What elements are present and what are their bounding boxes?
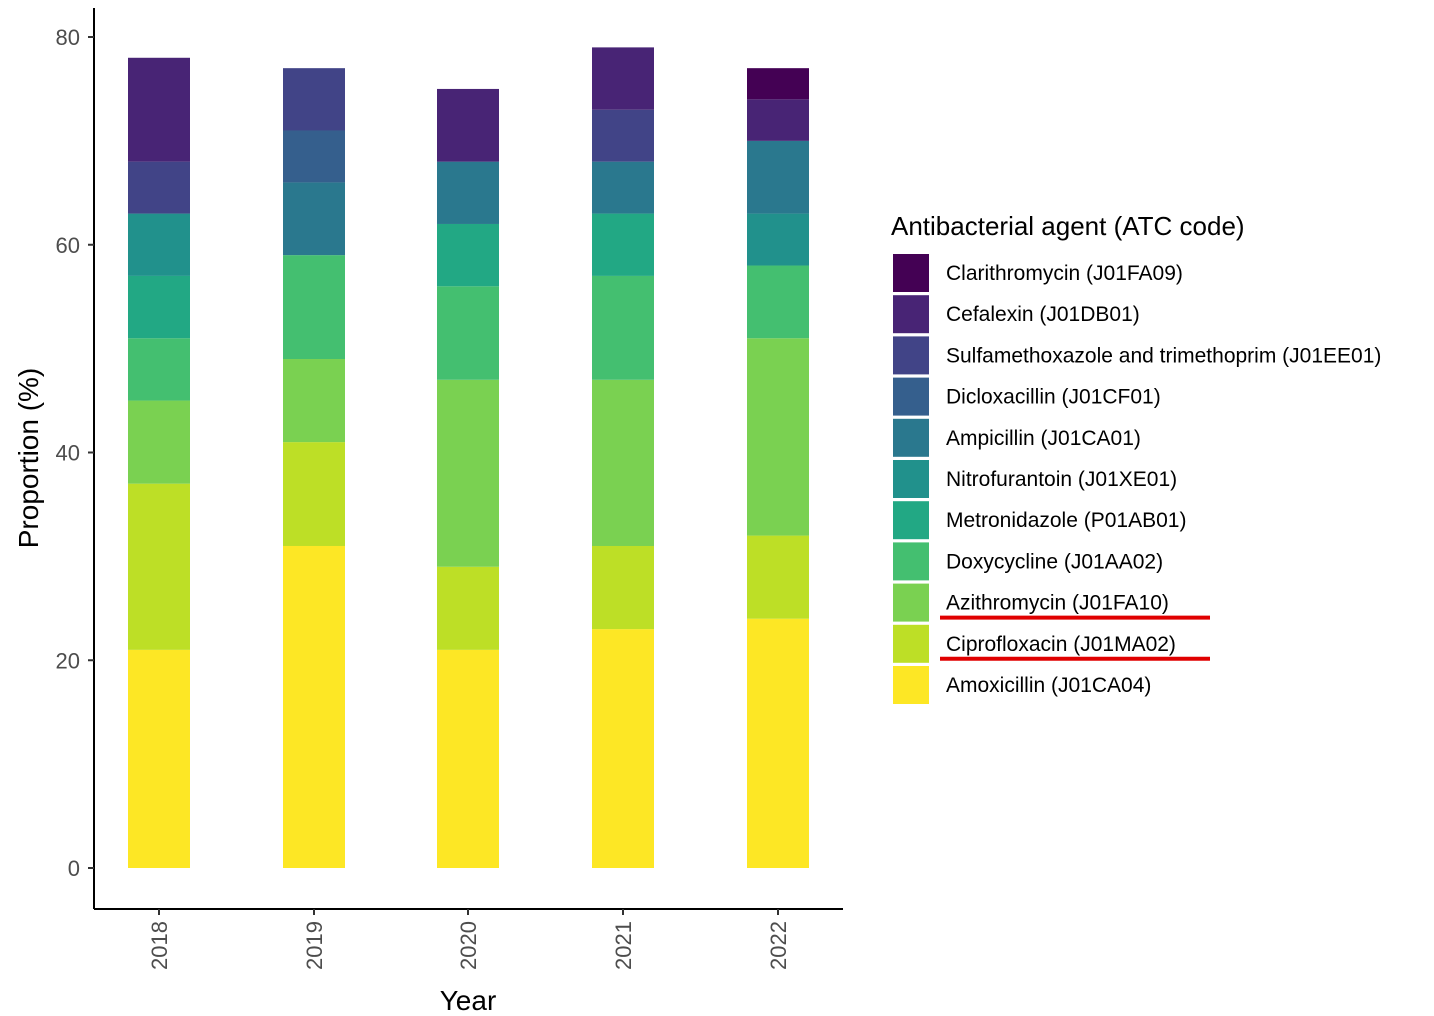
y-tick-label: 40 [56, 441, 80, 466]
x-tick-label: 2018 [147, 921, 172, 970]
legend-title: Antibacterial agent (ATC code) [891, 211, 1245, 241]
x-ticks: 2018 2019 2020 2021 2022 [147, 909, 791, 970]
bar-segment-2022-10 [747, 68, 809, 100]
bar-segment-2022-5 [747, 213, 809, 266]
legend-label: Nitrofurantoin (J01XE01) [946, 468, 1177, 491]
bar-segment-2022-0 [747, 618, 809, 868]
x-tick-label: 2022 [766, 921, 791, 970]
bar-segment-2021-2 [592, 379, 654, 546]
legend-label: Cefalexin (J01DB01) [946, 303, 1140, 326]
bar-segment-2019-3 [283, 255, 345, 360]
bar-segment-2022-6 [747, 140, 809, 214]
bar-segment-2019-1 [283, 442, 345, 546]
legend-swatch [893, 624, 929, 663]
x-tick-label: 2020 [456, 921, 481, 970]
bar-segment-2020-6 [437, 161, 499, 224]
legend-items: Clarithromycin (J01FA09) Cefalexin (J01DB… [893, 254, 1381, 704]
legend-swatch [893, 501, 929, 540]
legend-swatch [893, 254, 929, 292]
bar-segment-2021-4 [592, 213, 654, 276]
bars-layer [128, 47, 809, 868]
y-tick-label: 80 [56, 25, 80, 50]
y-tick-label: 0 [68, 856, 80, 881]
legend-label: Azithromycin (J01FA10) [946, 592, 1169, 615]
bar-segment-2018-1 [128, 483, 190, 650]
bar-segment-2022-9 [747, 99, 809, 141]
legend-label: Dicloxacillin (J01CF01) [946, 386, 1161, 409]
legend-swatch [893, 666, 929, 704]
bar-segment-2018-4 [128, 275, 190, 339]
x-tick-label: 2021 [611, 921, 636, 970]
legend-swatch [893, 377, 929, 416]
legend-swatch [893, 418, 929, 457]
bar-segment-2020-0 [437, 649, 499, 868]
y-axis-title: Proportion (%) [13, 368, 44, 549]
bar-segment-2021-3 [592, 275, 654, 380]
bar-segment-2021-0 [592, 629, 654, 868]
bar-segment-2020-3 [437, 286, 499, 380]
legend-label: Amoxicillin (J01CA04) [946, 674, 1151, 697]
bar-segment-2019-6 [283, 182, 345, 256]
legend-swatch [893, 336, 929, 375]
legend-swatch [893, 583, 929, 622]
y-tick-label: 20 [56, 648, 80, 673]
bar-segment-2022-1 [747, 535, 809, 619]
legend-swatch [893, 460, 929, 498]
bar-segment-2020-4 [437, 223, 499, 287]
legend: Antibacterial agent (ATC code) Clarithro… [891, 211, 1381, 704]
legend-label: Clarithromycin (J01FA09) [946, 262, 1183, 285]
bar-segment-2021-6 [592, 161, 654, 214]
legend-swatch [893, 295, 929, 334]
bar-segment-2022-3 [747, 265, 809, 339]
bar-segment-2018-5 [128, 213, 190, 276]
legend-label: Ciprofloxacin (J01MA02) [946, 633, 1176, 656]
legend-swatch [893, 542, 929, 581]
bar-segment-2018-3 [128, 338, 190, 401]
bar-segment-2018-8 [128, 161, 190, 214]
x-axis-title: Year [440, 985, 497, 1016]
legend-label: Sulfamethoxazole and trimethoprim (J01EE… [946, 344, 1381, 367]
bar-segment-2019-2 [283, 359, 345, 443]
bar-segment-2020-1 [437, 566, 499, 650]
legend-label: Metronidazole (P01AB01) [946, 509, 1186, 532]
bar-segment-2018-9 [128, 57, 190, 162]
bar-segment-2020-9 [437, 88, 499, 162]
bar-segment-2019-8 [283, 68, 345, 131]
bar-segment-2018-0 [128, 649, 190, 868]
bar-segment-2018-2 [128, 400, 190, 484]
bar-segment-2022-2 [747, 338, 809, 536]
bar-segment-2020-2 [437, 379, 499, 567]
bar-segment-2019-7 [283, 130, 345, 183]
legend-label: Ampicillin (J01CA01) [946, 427, 1141, 450]
x-tick-label: 2019 [302, 921, 327, 970]
bar-segment-2021-8 [592, 109, 654, 162]
y-tick-label: 60 [56, 233, 80, 258]
bar-segment-2019-0 [283, 545, 345, 868]
legend-label: Doxycycline (J01AA02) [946, 550, 1163, 573]
bar-segment-2021-1 [592, 545, 654, 630]
bar-segment-2021-9 [592, 47, 654, 110]
y-ticks: 0 20 40 60 80 [56, 25, 94, 881]
